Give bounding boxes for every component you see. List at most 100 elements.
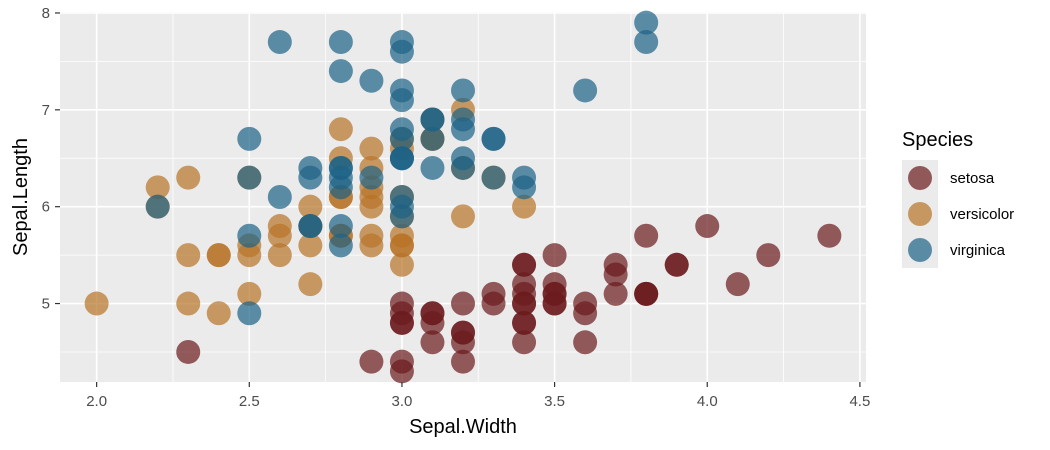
- point-versicolor: [237, 243, 262, 268]
- point-setosa: [603, 281, 628, 306]
- point-setosa: [420, 330, 445, 355]
- point-setosa: [542, 243, 567, 268]
- point-virginica: [145, 194, 170, 219]
- point-virginica: [389, 30, 414, 55]
- point-setosa: [573, 330, 598, 355]
- point-setosa: [420, 301, 445, 326]
- point-versicolor: [451, 204, 475, 229]
- point-versicolor: [328, 117, 353, 142]
- point-versicolor: [176, 291, 201, 316]
- x-axis: 2.0 2.5 3.0 3.5 4.0 4.5: [86, 382, 870, 410]
- point-virginica: [328, 30, 353, 55]
- y-tick-label: 6: [42, 199, 50, 216]
- point-virginica: [359, 165, 384, 190]
- point-virginica: [389, 204, 414, 229]
- point-virginica: [634, 10, 659, 35]
- legend-label-setosa: setosa: [950, 170, 995, 187]
- point-virginica: [451, 155, 475, 180]
- y-tick-label: 8: [42, 5, 50, 22]
- point-virginica: [328, 233, 353, 258]
- point-virginica: [512, 175, 537, 200]
- y-tick-label: 5: [42, 296, 50, 313]
- point-versicolor: [84, 291, 109, 316]
- point-setosa: [542, 291, 567, 316]
- x-tick-label: 4.5: [849, 393, 870, 410]
- point-setosa: [359, 349, 384, 374]
- x-tick-label: 2.0: [86, 393, 107, 410]
- point-versicolor: [389, 223, 414, 248]
- legend-label-versicolor: versicolor: [950, 206, 1014, 223]
- x-tick-label: 2.5: [239, 393, 260, 410]
- y-axis-title: Sepal.Length: [10, 138, 32, 256]
- point-versicolor: [206, 301, 231, 326]
- point-setosa: [481, 291, 506, 316]
- x-tick-label: 3.0: [392, 393, 413, 410]
- point-setosa: [451, 330, 475, 355]
- legend-key-versicolor: [908, 202, 932, 226]
- point-virginica: [451, 78, 475, 103]
- point-setosa: [451, 291, 475, 316]
- point-setosa: [695, 214, 720, 239]
- point-setosa: [603, 262, 628, 287]
- legend: Species setosa versicolor virginica: [902, 129, 1014, 268]
- legend-key-virginica: [908, 238, 932, 262]
- y-tick-label: 7: [42, 102, 50, 119]
- point-versicolor: [267, 243, 292, 268]
- legend-label-virginica: virginica: [950, 242, 1006, 259]
- point-versicolor: [389, 252, 414, 277]
- point-virginica: [237, 126, 262, 151]
- point-versicolor: [176, 243, 201, 268]
- point-virginica: [267, 30, 292, 55]
- point-virginica: [634, 30, 659, 55]
- point-virginica: [359, 68, 384, 93]
- point-versicolor: [359, 194, 384, 219]
- point-setosa: [389, 310, 414, 335]
- point-virginica: [328, 165, 353, 190]
- point-virginica: [328, 59, 353, 84]
- point-virginica: [267, 185, 292, 209]
- point-virginica: [389, 78, 414, 103]
- point-setosa: [389, 291, 414, 316]
- point-setosa: [512, 252, 537, 277]
- point-setosa: [634, 281, 659, 306]
- point-setosa: [634, 223, 659, 248]
- data-points: [84, 10, 842, 384]
- point-versicolor: [267, 214, 292, 239]
- point-versicolor: [145, 175, 170, 200]
- point-virginica: [481, 126, 506, 151]
- point-setosa: [512, 310, 537, 335]
- x-axis-title: Sepal.Width: [409, 416, 517, 438]
- point-versicolor: [359, 223, 384, 248]
- x-tick-label: 4.0: [697, 393, 718, 410]
- point-setosa: [756, 243, 781, 268]
- point-versicolor: [298, 194, 323, 219]
- point-virginica: [420, 107, 445, 132]
- point-virginica: [420, 126, 445, 151]
- point-virginica: [298, 165, 323, 190]
- point-virginica: [237, 165, 262, 190]
- panel-background: [60, 12, 866, 382]
- point-setosa: [817, 223, 842, 248]
- point-setosa: [573, 301, 598, 326]
- point-virginica: [389, 126, 414, 151]
- point-versicolor: [237, 281, 262, 306]
- point-virginica: [298, 214, 323, 239]
- point-virginica: [451, 117, 475, 142]
- point-versicolor: [176, 165, 201, 190]
- point-setosa: [512, 330, 537, 355]
- point-virginica: [328, 214, 353, 239]
- point-setosa: [664, 252, 689, 277]
- point-setosa: [389, 349, 414, 374]
- point-versicolor: [298, 233, 323, 258]
- point-versicolor: [206, 243, 231, 268]
- point-virginica: [420, 155, 445, 180]
- point-virginica: [389, 146, 414, 171]
- point-versicolor: [298, 272, 323, 297]
- point-setosa: [451, 349, 475, 374]
- point-setosa: [176, 339, 201, 364]
- point-setosa: [725, 272, 750, 297]
- point-setosa: [512, 281, 537, 306]
- point-virginica: [237, 301, 262, 326]
- legend-key-setosa: [908, 166, 932, 190]
